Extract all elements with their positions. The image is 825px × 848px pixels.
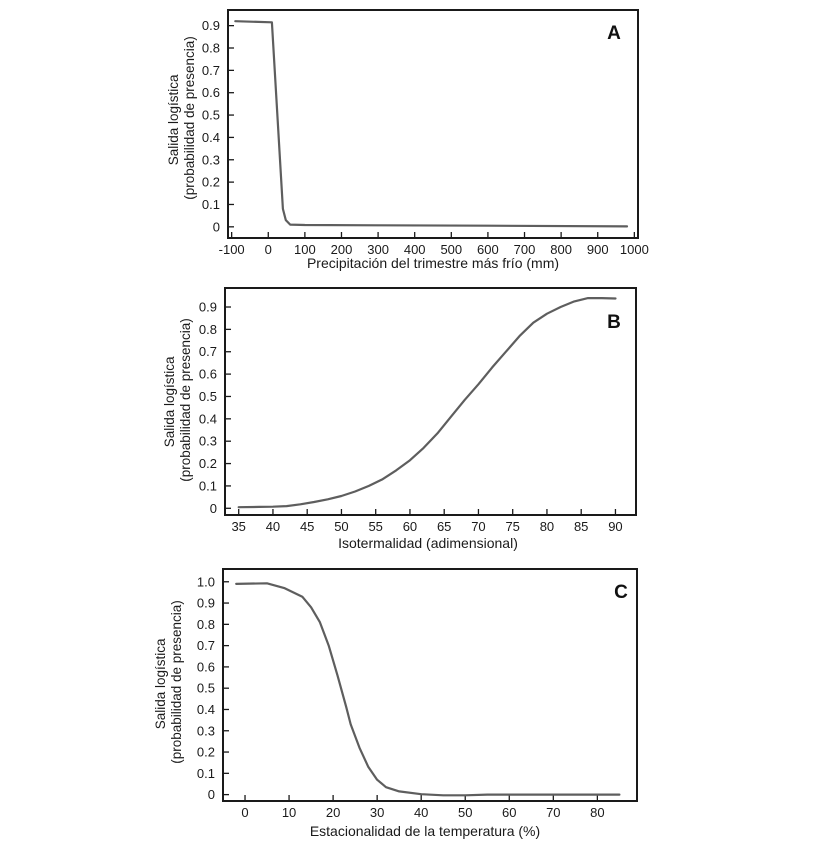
y-tick-label-c: 0.5 bbox=[197, 681, 215, 696]
y-tick-label-b: 0.2 bbox=[199, 456, 217, 471]
y-tick-label-b: 0.9 bbox=[199, 300, 217, 315]
x-tick-label-b: 35 bbox=[231, 519, 245, 534]
panel-label-b: B bbox=[607, 312, 621, 333]
x-tick-label-c: 20 bbox=[326, 805, 340, 820]
x-axis-label-a: Precipitación del trimestre más frío (mm… bbox=[307, 255, 559, 271]
x-tick-label-c: 50 bbox=[458, 805, 472, 820]
y-axis-label-line1-b: Salida logística bbox=[162, 356, 177, 447]
x-tick-label-a: 800 bbox=[550, 242, 572, 257]
panel-label-a: A bbox=[607, 23, 621, 44]
y-axis-label-b: Salida logística (probabilidad de presen… bbox=[162, 318, 193, 482]
x-tick-label-b: 90 bbox=[608, 519, 622, 534]
series-line-a bbox=[234, 20, 629, 228]
y-tick-label-c: 0.1 bbox=[197, 766, 215, 781]
y-tick-label-c: 0.8 bbox=[197, 617, 215, 632]
y-tick-label-b: 0 bbox=[210, 501, 217, 516]
x-tick-label-b: 60 bbox=[403, 519, 417, 534]
x-tick-label-b: 55 bbox=[368, 519, 382, 534]
y-axis-label-a: Salida logística (probabilidad de presen… bbox=[166, 36, 197, 200]
x-tick-label-a: -100 bbox=[219, 242, 245, 257]
x-tick-label-b: 45 bbox=[300, 519, 314, 534]
y-axis-label-line2-a: (probabilidad de presencia) bbox=[182, 36, 197, 200]
y-tick-label-a: 0.4 bbox=[202, 130, 220, 145]
y-tick-label-c: 0.2 bbox=[197, 745, 215, 760]
x-tick-label-b: 65 bbox=[437, 519, 451, 534]
y-tick-label-a: 0.2 bbox=[202, 175, 220, 190]
x-axis-label-b: Isotermalidad (adimensional) bbox=[338, 535, 518, 551]
y-tick-label-c: 0.6 bbox=[197, 659, 215, 674]
x-tick-label-a: 500 bbox=[440, 242, 462, 257]
y-tick-label-a: 0.8 bbox=[202, 41, 220, 56]
x-tick-label-b: 75 bbox=[505, 519, 519, 534]
x-tick-label-b: 80 bbox=[540, 519, 554, 534]
y-tick-label-a: 0.9 bbox=[202, 18, 220, 33]
y-tick-label-b: 0.7 bbox=[199, 344, 217, 359]
y-tick-label-b: 0.4 bbox=[199, 411, 217, 426]
x-tick-label-c: 60 bbox=[502, 805, 516, 820]
x-tick-label-a: 1000 bbox=[620, 242, 649, 257]
y-tick-label-a: 0.5 bbox=[202, 108, 220, 123]
plot-area-b bbox=[224, 287, 637, 516]
y-tick-label-b: 0.1 bbox=[199, 478, 217, 493]
y-tick-label-a: 0.1 bbox=[202, 197, 220, 212]
y-axis-label-line2-b: (probabilidad de presencia) bbox=[178, 318, 193, 482]
x-tick-label-c: 70 bbox=[546, 805, 560, 820]
plot-area-a bbox=[227, 9, 639, 239]
y-tick-label-c: 0.9 bbox=[197, 596, 215, 611]
y-tick-label-c: 0.3 bbox=[197, 723, 215, 738]
panel-b: 35 40 45 50 55 60 65 70 75 80 85 90 0 0.1 0.2 0.3 0.4 0.5… bbox=[162, 287, 637, 551]
series-line-c bbox=[235, 582, 621, 797]
axis-ticks-b: 35 40 45 50 55 60 65 70 75 80 85 90 0 0.1 0.2 0.3 0.4 0.5… bbox=[199, 300, 623, 534]
panel-label-c: C bbox=[614, 582, 628, 603]
panel-a: -100 0 100 200 300 400 500 600 700 800 900 1000 0 0.1… bbox=[166, 9, 649, 271]
y-tick-label-a: 0.7 bbox=[202, 63, 220, 78]
y-tick-label-c: 0 bbox=[208, 787, 215, 802]
y-axis-label-line2-c: (probabilidad de presencia) bbox=[169, 600, 184, 764]
y-axis-label-c: Salida logística (probabilidad de presen… bbox=[153, 600, 184, 764]
x-tick-label-c: 40 bbox=[414, 805, 428, 820]
x-tick-label-a: 700 bbox=[514, 242, 536, 257]
x-tick-label-a: 300 bbox=[367, 242, 389, 257]
x-tick-label-c: 30 bbox=[370, 805, 384, 820]
x-tick-label-b: 70 bbox=[471, 519, 485, 534]
x-tick-label-a: 400 bbox=[404, 242, 426, 257]
y-axis-label-line1-a: Salida logística bbox=[166, 74, 181, 165]
panel-c: 0 10 20 30 40 50 60 70 80 0 0.1 0.2 0.3 0.4 0.5 0.6 0.7 0… bbox=[153, 568, 638, 839]
plot-area-c bbox=[222, 568, 638, 802]
x-tick-label-b: 85 bbox=[574, 519, 588, 534]
x-tick-label-a: 600 bbox=[477, 242, 499, 257]
y-tick-label-b: 0.6 bbox=[199, 367, 217, 382]
y-tick-label-a: 0 bbox=[213, 219, 220, 234]
axis-ticks-c: 0 10 20 30 40 50 60 70 80 0 0.1 0.2 0.3 0.4 0.5 0.6 0.7 0… bbox=[197, 574, 605, 820]
x-tick-label-c: 0 bbox=[241, 805, 248, 820]
axis-ticks-a: -100 0 100 200 300 400 500 600 700 800 900 1000 0 0.1… bbox=[202, 18, 649, 257]
x-tick-label-a: 100 bbox=[294, 242, 316, 257]
y-tick-label-c: 1.0 bbox=[197, 574, 215, 589]
y-tick-label-b: 0.8 bbox=[199, 322, 217, 337]
x-axis-label-c: Estacionalidad de la temperatura (%) bbox=[310, 823, 540, 839]
x-tick-label-c: 80 bbox=[590, 805, 604, 820]
x-tick-label-b: 50 bbox=[334, 519, 348, 534]
x-tick-label-a: 900 bbox=[587, 242, 609, 257]
x-tick-label-a: 200 bbox=[331, 242, 353, 257]
y-tick-label-c: 0.4 bbox=[197, 702, 215, 717]
series-line-b bbox=[237, 297, 617, 509]
y-axis-label-line1-c: Salida logística bbox=[153, 638, 168, 729]
x-tick-label-a: 0 bbox=[265, 242, 272, 257]
y-tick-label-b: 0.5 bbox=[199, 389, 217, 404]
y-tick-label-c: 0.7 bbox=[197, 638, 215, 653]
y-tick-label-b: 0.3 bbox=[199, 434, 217, 449]
x-tick-label-c: 10 bbox=[282, 805, 296, 820]
y-tick-label-a: 0.3 bbox=[202, 152, 220, 167]
x-tick-label-b: 40 bbox=[266, 519, 280, 534]
y-tick-label-a: 0.6 bbox=[202, 85, 220, 100]
